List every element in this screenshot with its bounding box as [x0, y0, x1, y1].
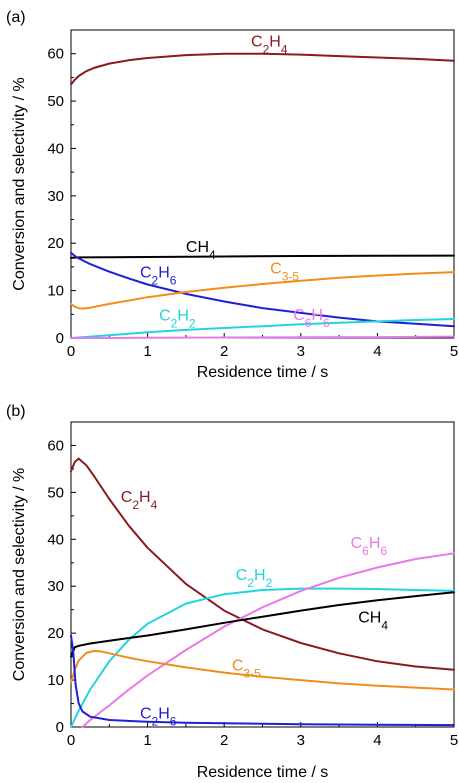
x-tick-label: 0: [67, 343, 75, 360]
series-label-c2h4: C2H4: [251, 34, 288, 57]
y-tick-label: 10: [47, 672, 64, 689]
y-tick-label: 30: [47, 188, 64, 205]
x-tick-label: 0: [67, 732, 75, 749]
series-line-c2h2: [70, 318, 455, 339]
series-line-c2h4: [70, 457, 455, 671]
series-line-c2h2: [70, 587, 455, 728]
x-axis-label: Residence time / s: [197, 364, 329, 381]
series-label-c6h6: C6H6: [293, 307, 330, 330]
y-tick-label: 20: [47, 625, 64, 642]
series-label-c2h6: C2H6: [140, 264, 177, 287]
y-tick-label: 50: [47, 93, 64, 110]
y-tick-label: 0: [56, 330, 64, 347]
y-tick-label: 0: [56, 719, 64, 736]
series-label-c2h6: C2H6: [140, 706, 177, 729]
series-line-c3-5: [70, 271, 455, 310]
y-tick-label: 20: [47, 235, 64, 252]
x-tick-label: 5: [450, 732, 458, 749]
y-tick-label: 30: [47, 578, 64, 595]
y-tick-label: 10: [47, 283, 64, 300]
y-tick-label: 60: [47, 46, 64, 63]
series-line-ch4: [70, 591, 455, 658]
panel-label: (b): [6, 403, 26, 420]
series-label-c2h2: C2H2: [159, 307, 196, 330]
y-tick-label: 40: [47, 531, 64, 548]
y-tick-label: 50: [47, 484, 64, 501]
y-tick-label: 60: [47, 437, 64, 454]
x-tick-label: 1: [143, 343, 151, 360]
y-axis-label: Conversion and selectivity / %: [11, 468, 28, 681]
x-tick-label: 4: [373, 732, 381, 749]
series-label-c3-5: C3-5: [232, 658, 261, 681]
series-label-ch4: CH4: [358, 609, 388, 632]
series-line-c6h6: [70, 335, 455, 339]
series-line-c2h4: [70, 52, 455, 86]
series-line-c2h6: [70, 634, 455, 727]
series-label-c2h2: C2H2: [236, 567, 273, 590]
series-line-c3-5: [70, 650, 455, 691]
series-line-c6h6: [81, 552, 455, 728]
x-axis-label: Residence time / s: [197, 764, 329, 781]
series-label-c2h4: C2H4: [121, 489, 158, 512]
x-tick-label: 5: [450, 343, 458, 360]
panel-label: (a): [6, 9, 26, 26]
y-axis-label: Conversion and selectivity / %: [11, 77, 28, 290]
series-line-ch4: [70, 254, 455, 259]
x-tick-label: 3: [297, 732, 305, 749]
series-label-c3-5: C3-5: [270, 261, 299, 284]
plot-frame: [70, 29, 455, 339]
x-tick-label: 3: [297, 343, 305, 360]
x-tick-label: 2: [220, 343, 228, 360]
x-tick-label: 1: [143, 732, 151, 749]
x-tick-label: 4: [373, 343, 381, 360]
series-label-c6h6: C6H6: [351, 535, 388, 558]
x-tick-label: 2: [220, 732, 228, 749]
series-line-c2h6: [70, 251, 455, 328]
series-label-ch4: CH4: [186, 239, 216, 262]
y-tick-label: 40: [47, 140, 64, 157]
